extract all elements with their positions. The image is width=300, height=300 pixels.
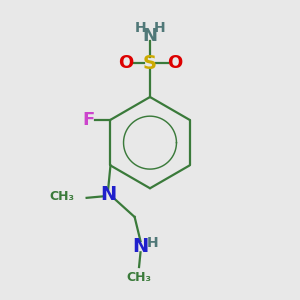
Text: S: S — [143, 54, 157, 73]
Text: N: N — [142, 27, 158, 45]
Text: N: N — [132, 237, 148, 256]
Text: F: F — [82, 111, 94, 129]
Text: N: N — [100, 185, 116, 204]
Text: CH₃: CH₃ — [49, 190, 74, 203]
Text: H: H — [154, 21, 165, 35]
Text: CH₃: CH₃ — [127, 272, 152, 284]
Text: H: H — [146, 236, 158, 250]
Text: O: O — [118, 54, 133, 72]
Text: H: H — [135, 21, 146, 35]
Text: O: O — [167, 54, 182, 72]
